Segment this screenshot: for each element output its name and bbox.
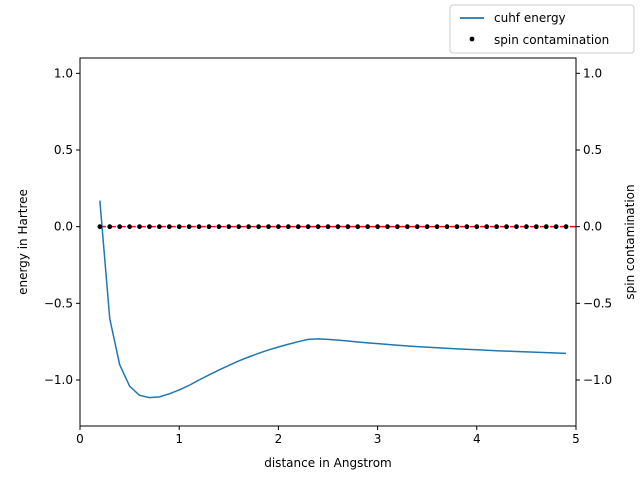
series-point-spin-contamination [464,224,470,230]
legend-label-cuhf-energy: cuhf energy [494,11,566,25]
series-point-spin-contamination [315,224,321,230]
y-tick-label: 0.5 [54,143,73,157]
y-tick-label: 0.0 [54,220,73,234]
series-point-spin-contamination [276,224,281,230]
series-point-spin-contamination [494,224,500,230]
series-point-spin-contamination [553,224,559,230]
series-point-spin-contamination [216,224,222,230]
y-tick-label: −1.0 [44,373,73,387]
series-point-spin-contamination [137,224,142,230]
series-point-spin-contamination [335,224,341,230]
x-tick-label: 3 [374,432,382,446]
series-point-spin-contamination [563,224,569,230]
series-point-spin-contamination [246,224,252,230]
series-point-spin-contamination [206,224,212,230]
legend-dot-marker [469,36,475,42]
series-point-spin-contamination [266,224,271,230]
series-point-spin-contamination [345,224,351,230]
series-point-spin-contamination [385,224,390,230]
series-point-spin-contamination [514,224,519,230]
series-point-spin-contamination [395,224,400,230]
x-tick-label: 0 [76,432,84,446]
series-point-spin-contamination [434,224,440,230]
series-point-spin-contamination [365,224,371,230]
legend-box [449,4,635,54]
y2-tick-label: −1.0 [583,373,612,387]
series-point-spin-contamination [176,224,182,230]
y2-tick-label: 0.0 [583,220,602,234]
series-point-spin-contamination [156,224,162,230]
axes-frame [79,57,577,427]
series-point-spin-contamination [147,224,152,230]
series-point-spin-contamination [295,224,301,230]
plot-area [97,200,576,399]
x-tick-label: 1 [175,432,183,446]
series-point-spin-contamination [404,224,410,230]
series-point-spin-contamination [117,224,123,230]
series-line-cuhf-energy [99,200,567,399]
series-point-spin-contamination [285,224,291,230]
series-point-spin-contamination [305,224,311,230]
series-point-spin-contamination [196,224,202,230]
series-point-spin-contamination [107,224,113,230]
x-tick-label: 4 [473,432,481,446]
series-point-spin-contamination [543,224,549,230]
axis-ticks: 0 1 2 3 4 5 −1.0 −0.5 0.0 0.5 1.0 −1.0 −0.5 0.0 0.5 1.0 [44,66,612,446]
x-tick-label: 2 [275,432,283,446]
series-point-spin-contamination [424,224,430,230]
series-point-spin-contamination [533,224,539,230]
series-point-spin-contamination [355,224,361,230]
series-point-spin-contamination [375,224,380,230]
legend-label-spin-contamination: spin contamination [494,33,609,47]
series-point-spin-contamination [166,224,172,230]
series-point-spin-contamination [474,224,480,230]
series-point-spin-contamination [226,224,232,230]
series-point-spin-contamination [484,224,490,230]
series-point-spin-contamination [504,224,509,230]
series-point-spin-contamination [236,224,242,230]
legend: cuhf energy spin contamination [449,4,635,54]
series-point-spin-contamination [524,224,529,230]
x-tick-label: 5 [572,432,580,446]
series-point-spin-contamination [444,224,450,230]
y-tick-label: 1.0 [54,66,73,80]
series-point-spin-contamination [414,224,420,230]
series-point-spin-contamination [97,224,103,230]
y2-axis-label: spin contamination [623,184,637,299]
series-point-spin-contamination [454,224,460,230]
series-point-spin-contamination [127,224,132,230]
y2-tick-label: 1.0 [583,66,602,80]
x-axis-label: distance in Angstrom [264,456,392,470]
series-point-spin-contamination [186,224,192,230]
y-tick-label: −0.5 [44,296,73,310]
series-point-spin-contamination [256,224,261,230]
y-axis-label: energy in Hartree [16,189,30,295]
series-point-spin-contamination [325,224,331,230]
y2-tick-label: −0.5 [583,296,612,310]
y2-tick-label: 0.5 [583,143,602,157]
